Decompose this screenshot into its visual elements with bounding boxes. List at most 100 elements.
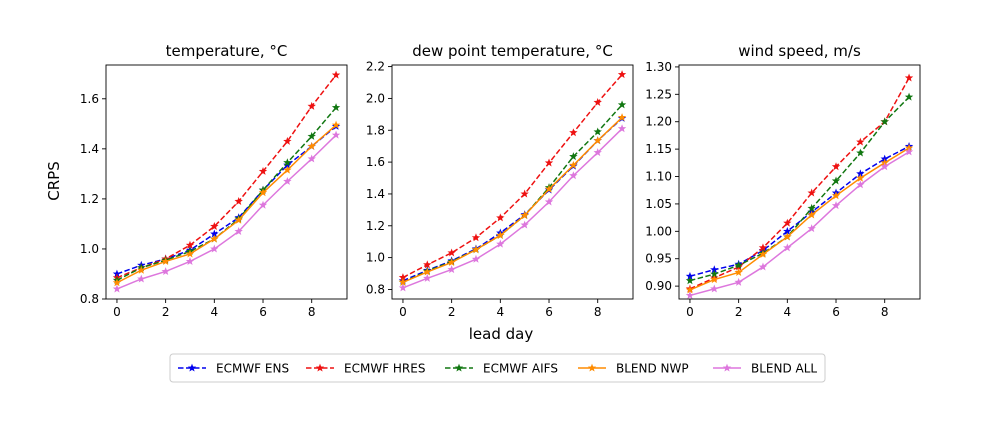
data-point-blend-nwp (185, 249, 195, 258)
y-tick-label: 2.0 (366, 91, 385, 105)
data-point-ecmwf-hres (423, 260, 432, 269)
legend-item: ECMWF HRES (306, 362, 425, 376)
series-line-blend-nwp (116, 124, 337, 284)
data-point-ecmwf-hres (258, 166, 268, 175)
data-point-ecmwf-hres (447, 248, 456, 257)
series-line-ecmwf-ens (116, 125, 337, 275)
data-point-blend-nwp (831, 191, 841, 200)
y-tick-label: 1.8 (366, 123, 385, 137)
data-point-ecmwf-aifs (617, 100, 627, 109)
data-point-blend-all (520, 220, 529, 229)
series-line-blend-all (402, 128, 623, 289)
data-point-ecmwf-ens (685, 271, 695, 280)
data-point-ecmwf-hres (831, 162, 841, 171)
y-tick-label: 1.0 (366, 251, 385, 265)
y-axis-label: CRPS (45, 161, 63, 200)
data-point-blend-all (783, 243, 792, 252)
data-point-blend-all (331, 130, 341, 139)
x-tick-label: 8 (308, 305, 316, 319)
data-point-ecmwf-hres (283, 136, 292, 145)
x-tick-label: 2 (448, 305, 456, 319)
data-point-blend-all (593, 148, 602, 157)
data-point-blend-all (471, 254, 481, 263)
data-point-blend-nwp (496, 230, 505, 239)
y-tick-label: 1.4 (80, 142, 99, 156)
data-point-blend-all (161, 267, 170, 276)
data-point-ecmwf-aifs (734, 260, 743, 269)
data-point-blend-nwp (258, 188, 268, 197)
data-point-blend-all (685, 291, 695, 299)
series-line-ecmwf-ens (689, 145, 910, 277)
data-point-ecmwf-aifs (685, 276, 695, 285)
chart-panel-1: temperature, °C 0 2 4 6 8 0.8 1.0 1.2 1.4 1.6 (80, 42, 348, 319)
data-point-blend-nwp (856, 173, 865, 182)
x-tick-label: 4 (784, 305, 792, 319)
data-point-blend-all (137, 274, 146, 283)
chart-title: wind speed, m/s (738, 42, 861, 60)
legend: ECMWF ENS ECMWF HRES ECMWF AIFS BLEND NWP BL… (169, 353, 826, 383)
data-point-blend-all (307, 154, 316, 163)
x-tick-label: 6 (832, 305, 840, 319)
x-tick-label: 4 (497, 305, 505, 319)
data-point-blend-all (258, 200, 268, 209)
data-point-blend-nwp (734, 268, 743, 276)
x-tick-label: 4 (211, 305, 219, 319)
data-point-ecmwf-aifs (710, 269, 719, 278)
y-tick-label: 1.15 (645, 142, 672, 156)
data-point-blend-nwp (783, 232, 792, 241)
legend-item: ECMWF AIFS (445, 362, 558, 376)
data-point-blend-all (831, 201, 841, 210)
data-point-blend-nwp (234, 215, 243, 224)
data-point-blend-nwp (471, 245, 481, 254)
data-point-blend-all (758, 262, 768, 271)
legend-marker (454, 363, 464, 372)
data-point-blend-all (710, 284, 719, 293)
data-point-ecmwf-aifs (880, 117, 889, 126)
series-line-ecmwf-aifs (689, 96, 910, 282)
data-point-blend-all (569, 171, 578, 180)
data-point-blend-nwp (710, 275, 719, 284)
data-point-ecmwf-hres (185, 240, 195, 249)
chart-title: dew point temperature, °C (412, 42, 613, 60)
y-tick-label: 1.6 (80, 92, 99, 106)
y-tick-label: 1.2 (366, 219, 385, 233)
legend-box (169, 353, 826, 383)
data-point-ecmwf-aifs (569, 152, 578, 161)
data-point-ecmwf-aifs (593, 127, 602, 136)
y-tick-label: 1.0 (80, 242, 99, 256)
data-point-ecmwf-aifs (283, 158, 292, 167)
data-point-ecmwf-ens (283, 160, 292, 169)
data-point-ecmwf-hres (807, 188, 816, 197)
data-point-ecmwf-hres (471, 233, 481, 242)
y-tick-label: 1.00 (645, 224, 672, 238)
data-point-ecmwf-aifs (904, 92, 914, 101)
data-point-ecmwf-hres (331, 70, 341, 79)
data-point-blend-all (496, 239, 505, 248)
y-tick-label: 1.20 (645, 115, 672, 129)
data-point-blend-nwp (807, 210, 816, 219)
y-tick-label: 2.2 (366, 60, 385, 74)
legend-item: ECMWF ENS (178, 362, 289, 376)
data-point-ecmwf-hres (617, 70, 627, 79)
data-point-blend-nwp (307, 141, 316, 150)
data-point-ecmwf-hres (520, 189, 529, 198)
data-point-blend-all (398, 283, 408, 292)
x-tick-label: 6 (259, 305, 267, 319)
data-point-ecmwf-hres (904, 73, 914, 82)
x-tick-label: 2 (162, 305, 170, 319)
data-point-blend-all (423, 273, 432, 282)
data-point-blend-nwp (423, 267, 432, 276)
y-tick-label: 1.6 (366, 155, 385, 169)
data-point-blend-all (807, 224, 816, 233)
data-point-blend-all (210, 244, 219, 253)
data-point-blend-all (234, 227, 243, 235)
series-line-ecmwf-hres (402, 74, 623, 279)
data-point-blend-nwp (685, 285, 695, 294)
y-tick-label: 1.4 (366, 187, 385, 201)
data-point-blend-nwp (161, 257, 170, 266)
x-axis-label: lead day (469, 325, 534, 343)
series-line-ecmwf-hres (689, 77, 910, 290)
x-tick-label: 8 (881, 305, 889, 319)
data-point-blend-all (880, 162, 889, 171)
data-point-ecmwf-ens (783, 226, 792, 235)
